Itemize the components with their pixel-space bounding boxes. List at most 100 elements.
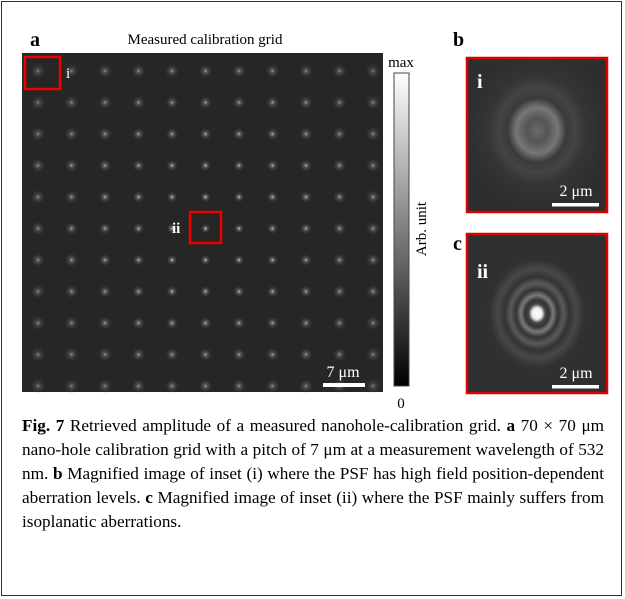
- panel-label: b: [453, 29, 464, 51]
- grid-dot: [98, 221, 112, 236]
- grid-dot: [30, 220, 46, 237]
- grid-dot: [266, 254, 279, 266]
- grid-dot: [198, 95, 213, 110]
- grid-dot: [63, 315, 80, 331]
- dot-grid: [29, 62, 382, 395]
- scale-bar: [552, 203, 599, 207]
- grid-dot: [265, 347, 280, 362]
- grid-dot: [29, 314, 47, 332]
- grid-dot: [365, 189, 381, 205]
- grid-dot: [332, 315, 347, 331]
- grid-dot: [199, 285, 212, 298]
- grid-dot: [365, 283, 381, 300]
- grid-dot: [332, 126, 347, 142]
- grid-dot: [63, 346, 80, 363]
- figure-panels: a Measured calibration grid i ii 7 μm ma…: [22, 29, 609, 410]
- grid-dot: [98, 158, 112, 173]
- grid-dot: [298, 126, 314, 142]
- grid-dot: [233, 223, 245, 234]
- grid-dot: [198, 316, 213, 330]
- grid-dot: [199, 254, 212, 266]
- grid-dot: [166, 222, 178, 235]
- grid-dot: [298, 95, 314, 110]
- grid-dot: [63, 62, 80, 80]
- grid-dot: [364, 377, 382, 395]
- grid-dot: [299, 222, 313, 235]
- grid-dot: [364, 94, 382, 111]
- grid-dot: [299, 190, 313, 204]
- part-text: 70 × 70 μm nano-hole calibration grid wi…: [22, 416, 605, 483]
- grid-dot: [197, 378, 214, 394]
- grid-dot: [63, 94, 80, 111]
- grid-dot: [29, 94, 47, 111]
- grid-dot: [332, 221, 347, 236]
- grid-dot: [166, 191, 178, 203]
- grid-dot: [97, 346, 113, 363]
- grid-dot: [131, 316, 146, 330]
- grid-dot: [29, 377, 47, 395]
- part-label: a: [506, 416, 516, 435]
- grid-dot: [130, 378, 147, 394]
- colorbar-min: 0: [397, 396, 405, 410]
- colorbar-label: Arb. unit: [414, 201, 430, 256]
- grid-dot: [231, 95, 247, 110]
- panel-label: c: [453, 233, 462, 255]
- grid-dot: [132, 222, 145, 235]
- grid-dot: [264, 63, 281, 79]
- grid-dot: [198, 347, 213, 362]
- grid-dot: [331, 346, 348, 363]
- grid-dot: [63, 126, 80, 142]
- part-text: Magnified image of inset (ii) where the …: [22, 488, 605, 531]
- grid-dot: [164, 95, 180, 110]
- grid-dot: [365, 315, 381, 331]
- grid-dot: [332, 158, 347, 173]
- grid-dot: [364, 62, 382, 80]
- scale-bar: [552, 385, 599, 389]
- grid-dot: [64, 221, 79, 236]
- grid-dot: [199, 159, 212, 172]
- grid-dot: [199, 191, 212, 203]
- inset-box: [23, 55, 62, 91]
- grid-dot: [365, 126, 381, 142]
- panel-label: a: [30, 29, 40, 51]
- grid-dot: [299, 158, 313, 173]
- grid-dot: [30, 157, 46, 174]
- grid-dot: [164, 378, 180, 394]
- grid-dot: [29, 346, 47, 363]
- inset-image: [465, 56, 609, 214]
- grid-dot: [198, 127, 213, 141]
- grid-dot: [30, 283, 46, 300]
- grid-dot: [331, 62, 348, 80]
- grid-dot: [132, 253, 145, 267]
- grid-dot: [231, 347, 247, 362]
- grid-dot: [98, 190, 112, 204]
- grid-dot: [97, 126, 113, 142]
- grid-dot: [266, 285, 279, 298]
- caption-label: Fig. 7: [22, 416, 65, 435]
- grid-dot: [131, 284, 146, 299]
- grid-dot: [97, 63, 113, 79]
- grid-dot: [165, 285, 179, 298]
- grid-dot: [131, 127, 146, 141]
- grid-dot: [64, 252, 79, 268]
- grid-dot: [131, 95, 146, 110]
- grid-dot: [63, 377, 80, 395]
- grid-dot: [132, 190, 145, 204]
- grid-dot: [98, 284, 112, 299]
- grid-dot: [266, 159, 279, 172]
- grid-dot: [166, 254, 178, 266]
- scale-bar: [323, 383, 365, 387]
- grid-dot: [332, 284, 347, 299]
- grid-dot: [197, 63, 214, 79]
- grid-dot: [364, 346, 382, 363]
- grid-dot: [298, 347, 314, 362]
- grid-dot: [164, 347, 180, 362]
- grid-dot: [232, 159, 246, 172]
- grid-dot: [165, 127, 179, 141]
- grid-dot: [233, 254, 245, 266]
- grid-dot: [265, 316, 280, 330]
- grid-dot: [97, 315, 113, 331]
- inset-label: ii: [477, 261, 489, 283]
- grid-dot: [30, 189, 46, 205]
